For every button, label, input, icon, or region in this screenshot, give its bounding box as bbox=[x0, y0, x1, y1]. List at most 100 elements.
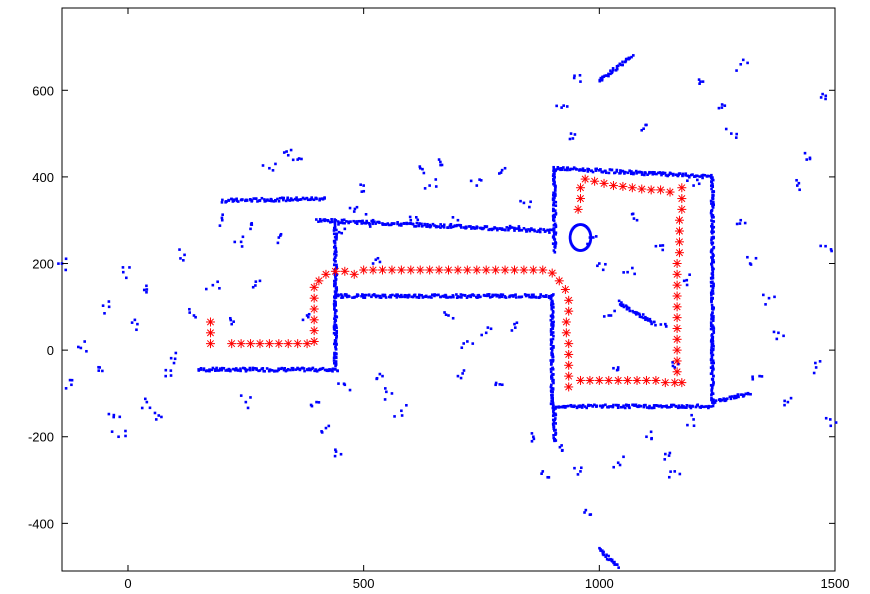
blue-point bbox=[828, 418, 832, 421]
red-point bbox=[674, 226, 684, 236]
blue-point bbox=[622, 404, 625, 408]
blue-point bbox=[519, 199, 522, 203]
blue-point bbox=[684, 172, 688, 175]
blue-point bbox=[494, 383, 497, 387]
blue-point bbox=[712, 374, 715, 378]
blue-point bbox=[714, 399, 718, 402]
blue-point bbox=[629, 172, 633, 176]
blue-point bbox=[552, 381, 555, 385]
blue-point bbox=[332, 331, 336, 335]
blue-point bbox=[498, 227, 501, 230]
blue-point bbox=[746, 392, 750, 396]
blue-point bbox=[121, 270, 125, 274]
blue-point bbox=[421, 167, 424, 171]
blue-point bbox=[333, 223, 337, 227]
blue-point bbox=[447, 314, 450, 317]
blue-point bbox=[334, 281, 337, 284]
blue-point bbox=[279, 232, 283, 236]
blue-point bbox=[824, 94, 828, 98]
blue-point bbox=[607, 171, 611, 175]
blue-point bbox=[713, 401, 717, 404]
red-point bbox=[481, 265, 491, 275]
blue-point bbox=[334, 367, 337, 371]
blue-point bbox=[371, 222, 374, 226]
blue-point bbox=[268, 199, 271, 203]
red-point bbox=[575, 194, 585, 204]
blue-point bbox=[684, 174, 687, 177]
blue-point bbox=[376, 256, 380, 260]
blue-point bbox=[711, 292, 715, 295]
blue-point bbox=[153, 411, 157, 415]
blue-point bbox=[337, 230, 341, 234]
blue-point bbox=[710, 248, 714, 252]
blue-point bbox=[569, 238, 572, 242]
blue-point bbox=[355, 295, 359, 298]
red-point bbox=[672, 269, 682, 279]
blue-point bbox=[384, 223, 388, 226]
blue-point bbox=[649, 320, 653, 323]
blue-point bbox=[712, 315, 715, 318]
blue-point bbox=[737, 395, 740, 399]
blue-point bbox=[453, 224, 456, 228]
blue-point bbox=[558, 445, 562, 449]
blue-point bbox=[692, 418, 695, 421]
blue-point bbox=[711, 319, 715, 322]
blue-point bbox=[265, 367, 269, 370]
blue-point bbox=[270, 369, 274, 372]
blue-point bbox=[224, 369, 228, 372]
blue-point bbox=[552, 412, 556, 415]
blue-point bbox=[712, 325, 715, 329]
blue-point bbox=[254, 197, 258, 201]
blue-point bbox=[442, 226, 446, 229]
blue-point bbox=[667, 173, 671, 177]
blue-point bbox=[653, 320, 656, 324]
blue-point bbox=[645, 317, 649, 320]
blue-point bbox=[711, 182, 714, 186]
blue-point bbox=[188, 311, 192, 314]
blue-point bbox=[172, 361, 176, 365]
blue-point bbox=[657, 405, 661, 408]
blue-point bbox=[392, 222, 396, 225]
blue-point bbox=[487, 228, 490, 232]
blue-point bbox=[607, 558, 611, 562]
blue-point bbox=[594, 235, 598, 238]
blue-point bbox=[334, 219, 338, 222]
blue-point bbox=[701, 173, 705, 177]
blue-point bbox=[709, 199, 713, 203]
blue-point bbox=[595, 404, 599, 408]
blue-point bbox=[604, 169, 607, 173]
blue-point bbox=[529, 200, 532, 204]
blue-point bbox=[634, 403, 638, 407]
blue-point bbox=[550, 305, 554, 309]
blue-point bbox=[551, 418, 555, 422]
blue-point bbox=[651, 172, 655, 176]
blue-point bbox=[562, 104, 565, 107]
blue-point bbox=[335, 263, 338, 267]
red-point bbox=[590, 176, 600, 186]
blue-point bbox=[534, 295, 537, 299]
blue-point bbox=[401, 295, 404, 299]
blue-point bbox=[551, 379, 554, 383]
blue-point bbox=[627, 405, 631, 409]
blue-point bbox=[550, 324, 553, 327]
blue-point bbox=[57, 262, 60, 265]
blue-point bbox=[327, 219, 330, 223]
blue-point bbox=[553, 439, 556, 443]
red-point bbox=[425, 265, 435, 275]
blue-point bbox=[333, 312, 337, 315]
blue-point bbox=[711, 226, 714, 230]
blue-point bbox=[333, 256, 337, 260]
blue-point bbox=[309, 368, 312, 372]
blue-point bbox=[378, 260, 382, 264]
blue-point bbox=[531, 228, 535, 232]
blue-point bbox=[310, 197, 314, 201]
red-point bbox=[378, 265, 388, 275]
blue-point bbox=[405, 222, 409, 226]
blue-point bbox=[551, 194, 555, 197]
blue-point bbox=[613, 563, 616, 566]
blue-point bbox=[312, 198, 316, 202]
blue-point bbox=[633, 404, 636, 407]
blue-point bbox=[332, 232, 336, 236]
blue-point bbox=[285, 150, 288, 153]
blue-point bbox=[418, 222, 421, 225]
